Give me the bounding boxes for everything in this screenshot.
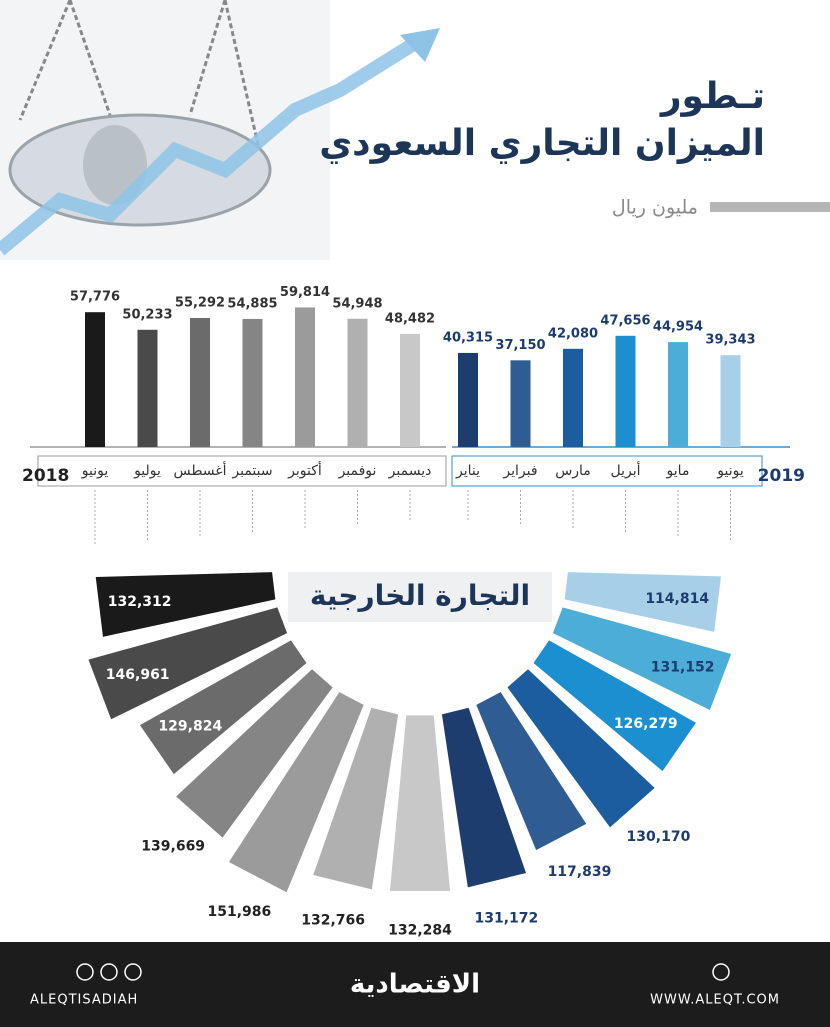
value-label: 139,669: [141, 839, 205, 855]
radial-bar: [228, 692, 364, 893]
radial-title: التجارة الخارجية: [310, 579, 530, 612]
radial-bar: [564, 572, 721, 632]
value-label: 59,814: [280, 285, 330, 300]
category-label: يناير: [455, 463, 480, 479]
bar: [242, 318, 263, 447]
category-label: يوليو: [133, 463, 161, 479]
value-label: 42,080: [548, 326, 598, 341]
radial-bar: [88, 607, 288, 720]
value-label: 131,152: [651, 660, 715, 676]
value-label: 37,150: [495, 338, 545, 353]
radial-bar: [176, 669, 333, 838]
value-label: 132,284: [388, 922, 452, 938]
value-label: 151,986: [208, 904, 272, 920]
bar: [347, 318, 368, 447]
value-label: 39,343: [705, 333, 755, 348]
category-label: مارس: [555, 463, 591, 479]
radial-bar: [533, 640, 696, 772]
decor-image: [0, 0, 440, 260]
radial-bar: [552, 607, 732, 711]
value-label: 132,766: [301, 912, 365, 928]
bar: [137, 329, 158, 447]
category-label: أغسطس: [173, 461, 226, 479]
bar: [458, 352, 478, 447]
year-label: 2019: [758, 466, 805, 486]
category-label: أكتوبر: [287, 461, 322, 479]
footer-handle: ALEQTISADIAH: [30, 993, 138, 1008]
bar: [510, 360, 531, 447]
chain: [18, 0, 72, 121]
trend-arrow: [0, 34, 424, 256]
chain: [223, 0, 267, 176]
unit-bar: [710, 202, 830, 212]
category-label: ديسمبر: [388, 463, 432, 479]
bar: [190, 317, 210, 447]
radial-bar: [476, 692, 587, 851]
value-label: 129,824: [158, 719, 222, 735]
bar: [720, 355, 741, 447]
bar: [400, 333, 420, 447]
bar: [295, 307, 315, 447]
value-label: 48,482: [385, 311, 435, 326]
icon-web[interactable]: [712, 963, 730, 981]
icon-facebook[interactable]: [100, 963, 118, 981]
value-label: 130,170: [627, 829, 691, 845]
value-label: 57,776: [70, 290, 120, 305]
category-label: يونيو: [716, 463, 744, 479]
category-label: مايو: [666, 463, 690, 479]
chain: [68, 0, 112, 116]
title-line2: الميزان التجاري السعودي: [319, 123, 765, 164]
radial-bar: [95, 572, 276, 637]
title-box: [288, 572, 552, 622]
arrow-head: [400, 28, 440, 62]
unit: مليون ريال: [612, 197, 698, 219]
radial-bar: [139, 640, 307, 775]
category-label: فبراير: [502, 463, 537, 479]
value-label: 40,315: [443, 330, 493, 345]
bar: [85, 312, 105, 447]
radial-bar: [389, 715, 451, 891]
category-label: سبتمبر: [231, 463, 272, 479]
footer-brand: الاقتصادية: [350, 970, 480, 1000]
radial-bar: [507, 669, 655, 828]
value-label: 55,292: [175, 295, 225, 310]
value-label: 131,172: [474, 910, 538, 926]
value-label: 126,279: [614, 716, 678, 732]
footer-bg: [0, 942, 830, 1027]
radial-bar: [313, 707, 399, 890]
value-label: 47,656: [600, 313, 650, 328]
value-label: 117,839: [548, 864, 612, 880]
value-label: 54,885: [227, 296, 277, 311]
bar: [668, 342, 688, 447]
value-label: 146,961: [106, 667, 170, 683]
bar: [563, 348, 583, 447]
bar: [615, 335, 636, 447]
category-label: نوفمبر: [338, 463, 377, 479]
chain: [188, 0, 227, 116]
value-label: 50,233: [122, 307, 172, 322]
value-label: 114,814: [645, 591, 709, 607]
icon-twitter[interactable]: [124, 963, 142, 981]
footer-website[interactable]: WWW.ALEQT.COM: [650, 993, 780, 1008]
title-line1: تـطور: [659, 76, 765, 117]
icon-instagram[interactable]: [76, 963, 94, 981]
value-label: 54,948: [332, 296, 382, 311]
year-label: 2018: [22, 466, 69, 486]
category-box: [451, 455, 763, 487]
category-label: أبريل: [610, 461, 640, 479]
category-box: [37, 455, 447, 487]
radial-bar: [441, 707, 527, 888]
category-label: يونيو: [81, 463, 109, 479]
value-label: 44,954: [653, 320, 703, 335]
value-label: 132,312: [108, 594, 172, 610]
